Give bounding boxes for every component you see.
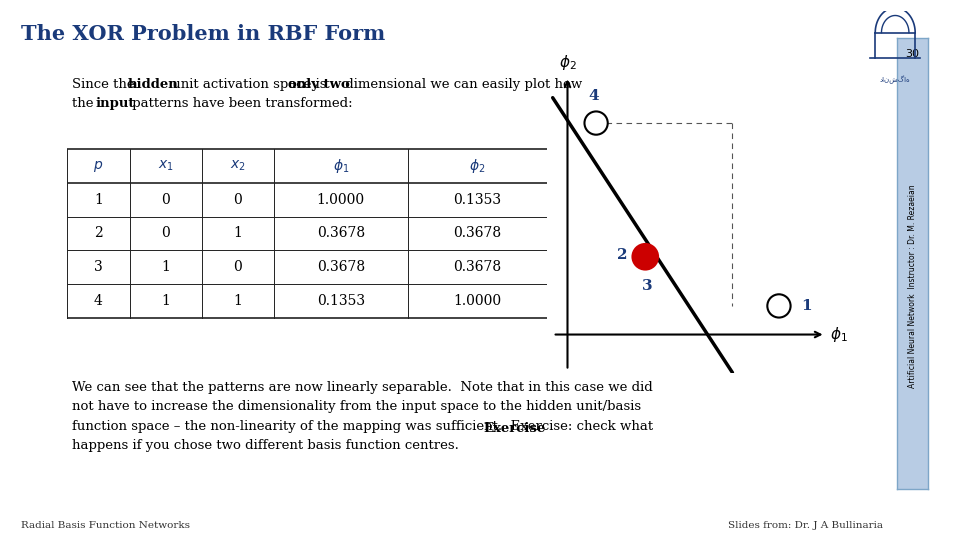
Text: 3: 3 [94,260,103,274]
Text: 0.3678: 0.3678 [317,226,365,240]
Text: only two: only two [288,78,349,91]
Circle shape [633,244,658,269]
Text: 1: 1 [233,294,242,308]
Text: $x_2$: $x_2$ [229,159,246,173]
Text: 1: 1 [161,260,170,274]
Text: Slides from: Dr. J A Bullinaria: Slides from: Dr. J A Bullinaria [729,521,883,530]
Text: 1.0000: 1.0000 [453,294,502,308]
Text: $\phi_1$: $\phi_1$ [332,157,349,175]
Text: 0.3678: 0.3678 [317,260,365,274]
Text: the: the [72,97,98,110]
Circle shape [767,294,791,318]
Text: 0: 0 [161,193,170,207]
Text: 0.3678: 0.3678 [453,260,502,274]
Text: 30: 30 [905,49,920,59]
Text: The XOR Problem in RBF Form: The XOR Problem in RBF Form [21,24,385,44]
Text: Radial Basis Function Networks: Radial Basis Function Networks [21,521,190,530]
Text: We can see that the patterns are now linearly separable.  Note that in this case: We can see that the patterns are now lin… [72,381,653,452]
Text: 4: 4 [94,294,103,308]
Text: patterns have been transformed:: patterns have been transformed: [128,97,352,110]
Text: 0: 0 [233,260,242,274]
Text: 0.1353: 0.1353 [317,294,365,308]
Text: 0.3678: 0.3678 [453,226,502,240]
Text: 1.0000: 1.0000 [317,193,365,207]
Text: input: input [96,97,135,110]
Text: 0: 0 [161,226,170,240]
Text: Artificial Neural Network  Instructor : Dr. M. Rezaeian: Artificial Neural Network Instructor : D… [908,184,917,388]
Text: 2: 2 [94,226,103,240]
Text: Exercise: Exercise [483,422,545,435]
Text: دانشگاه: دانشگاه [879,76,911,84]
Text: 3: 3 [642,279,653,293]
Text: $p$: $p$ [93,159,104,173]
Text: Since the: Since the [72,78,139,91]
Text: $\phi_2$: $\phi_2$ [559,53,576,72]
Text: 1: 1 [233,226,242,240]
Text: 0.1353: 0.1353 [453,193,502,207]
Text: 2: 2 [617,248,628,262]
Text: hidden: hidden [128,78,179,91]
Text: 4: 4 [588,89,599,103]
Text: 1: 1 [94,193,103,207]
Text: $\phi_2$: $\phi_2$ [469,157,486,175]
Text: dimensional we can easily plot how: dimensional we can easily plot how [341,78,582,91]
Text: 1: 1 [802,299,812,313]
Text: unit activation space is: unit activation space is [168,78,331,91]
Text: 1: 1 [161,294,170,308]
Circle shape [585,111,608,134]
Text: $\phi_1$: $\phi_1$ [829,325,848,344]
Text: $x_1$: $x_1$ [157,159,174,173]
Text: 0: 0 [233,193,242,207]
